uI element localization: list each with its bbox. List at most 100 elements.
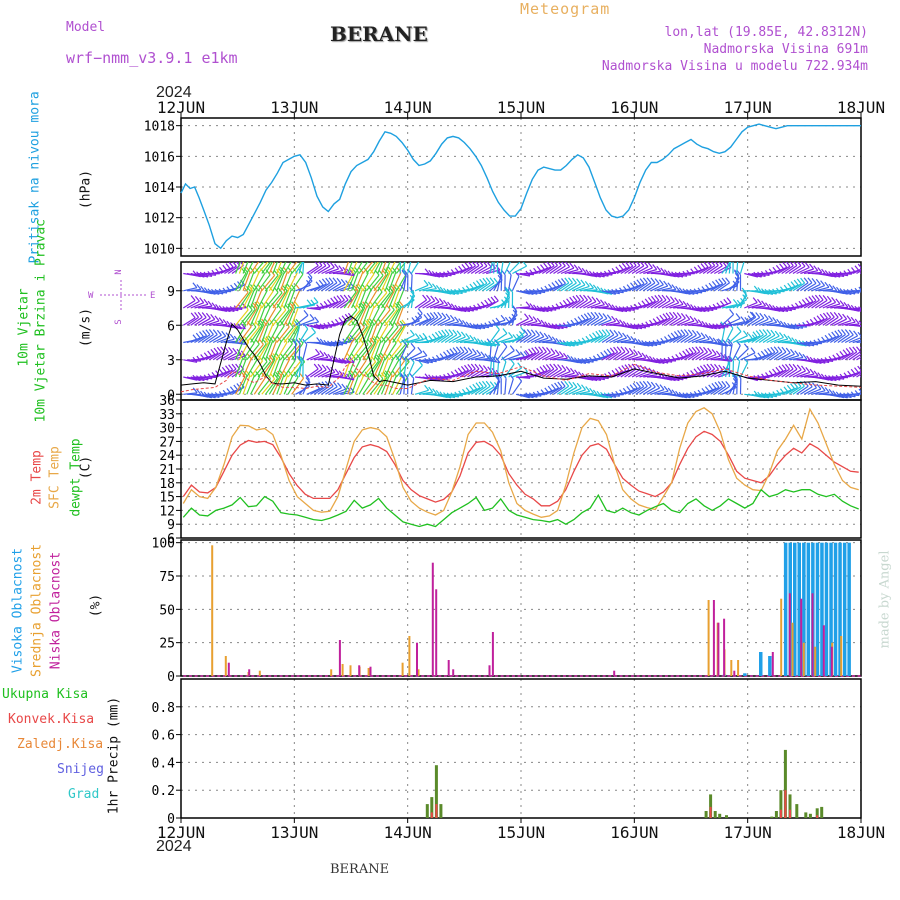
wind-barb (657, 317, 671, 326)
wind-barb (365, 290, 378, 309)
wind-barb-flag (500, 253, 504, 258)
wind-barb (770, 290, 785, 293)
wind-barb (467, 324, 482, 330)
wind-barb (440, 334, 454, 343)
wind-barb (298, 328, 309, 343)
wind-barb (336, 299, 349, 309)
wind-barb-flag (323, 352, 329, 358)
wind-barb (276, 290, 288, 309)
wind-barb-flag (585, 386, 591, 392)
wind-barb-flag (613, 330, 619, 336)
wind-barb (860, 307, 861, 309)
wind-barb (579, 392, 594, 395)
legend-freezing-rain: Zaledj.Kisa (17, 737, 104, 752)
wind-barb-flag (550, 262, 555, 267)
wind-barb (463, 307, 478, 311)
precip-total-bar (439, 804, 443, 818)
wind-barb (549, 386, 563, 395)
wind-barb-flag (356, 250, 360, 255)
wind-barb-flag (688, 347, 694, 354)
wind-barb (347, 262, 353, 274)
wind-barb (418, 286, 433, 292)
wind-barb (235, 309, 249, 326)
wind-barb (803, 359, 818, 364)
wind-barb (560, 267, 575, 275)
wind-barb (340, 359, 355, 364)
wind-barb (392, 344, 407, 361)
wind-barb-flag (822, 312, 828, 319)
wind-barb-flag (347, 250, 351, 255)
wind-barb-flag (246, 286, 251, 292)
wind-barb (369, 341, 379, 361)
wind-barb (190, 336, 204, 344)
wind-barb-flag (534, 346, 540, 353)
wind-barb (224, 307, 239, 312)
wind-barb (680, 352, 694, 361)
wind-barb-flag (444, 329, 450, 335)
wind-barb-flag (318, 279, 324, 286)
wind-barb (800, 373, 815, 378)
wind-barb (538, 339, 553, 344)
wind-barb-flag (380, 372, 386, 379)
wind-barb (822, 376, 837, 382)
wind-barb (411, 355, 428, 361)
wind-barb-flag (371, 336, 377, 343)
wind-barb (721, 303, 738, 309)
wind-barb (650, 299, 663, 309)
wind-barb-flag (842, 349, 848, 356)
wind-barb (182, 299, 196, 309)
wind-barb-flag (752, 331, 758, 338)
wind-barb-flag (441, 329, 447, 336)
wind-barb-flag (432, 388, 438, 395)
wind-barb (194, 303, 209, 309)
wind-barb-flag (676, 312, 682, 318)
wind-barb-flag (501, 372, 507, 379)
wind-barb-flag (456, 330, 462, 337)
wind-barb (774, 338, 788, 344)
wind-barb (306, 368, 319, 378)
wind-barb-flag (863, 387, 867, 392)
wind-barb (268, 262, 276, 274)
wind-barb-flag (395, 283, 401, 290)
wind-barb (635, 266, 649, 275)
wind-barb-flag (286, 283, 292, 290)
wind-barb-flag (595, 297, 601, 304)
wind-barb-flag (341, 383, 347, 390)
x-tick-label-bottom: 15JUN (497, 823, 545, 842)
cloud-mid-bar (330, 669, 333, 676)
wind-barb-flag (327, 299, 332, 305)
wind-barb (403, 347, 416, 361)
wind-barb (624, 324, 639, 330)
wind-barb (605, 322, 620, 326)
wind-barb-flag (763, 313, 769, 320)
wind-barb-flag (727, 253, 731, 258)
wind-barb (803, 300, 817, 309)
wind-barb (594, 317, 608, 326)
wind-barb-flag (639, 278, 645, 284)
wind-barb (302, 332, 316, 343)
wind-barb-flag (865, 348, 869, 353)
wind-barb-flag (592, 332, 598, 339)
wind-barb-flag (755, 330, 761, 336)
wind-barb (456, 267, 470, 275)
wind-barb (459, 339, 474, 344)
wind-barb-flag (865, 261, 869, 266)
wind-barb (688, 393, 703, 396)
wind-barb (474, 385, 487, 395)
wind-barb (261, 275, 276, 292)
wind-barb-flag (557, 364, 563, 370)
y-tick-label: 75 (159, 570, 175, 585)
cloud-mid-bar (780, 598, 783, 676)
wind-barb (710, 283, 724, 292)
wind-barb (418, 299, 431, 309)
wind-barb (459, 307, 474, 312)
wind-barb (250, 262, 260, 274)
wind-barb-flag (254, 321, 260, 328)
wind-barb-flag (465, 333, 471, 339)
wind-barb-flag (786, 384, 792, 391)
wind-barb-flag (755, 312, 761, 318)
wind-barb (246, 307, 258, 326)
wind-barb (220, 369, 233, 378)
wind-barb-flag (721, 277, 727, 284)
wind-barb-flag (299, 372, 305, 379)
